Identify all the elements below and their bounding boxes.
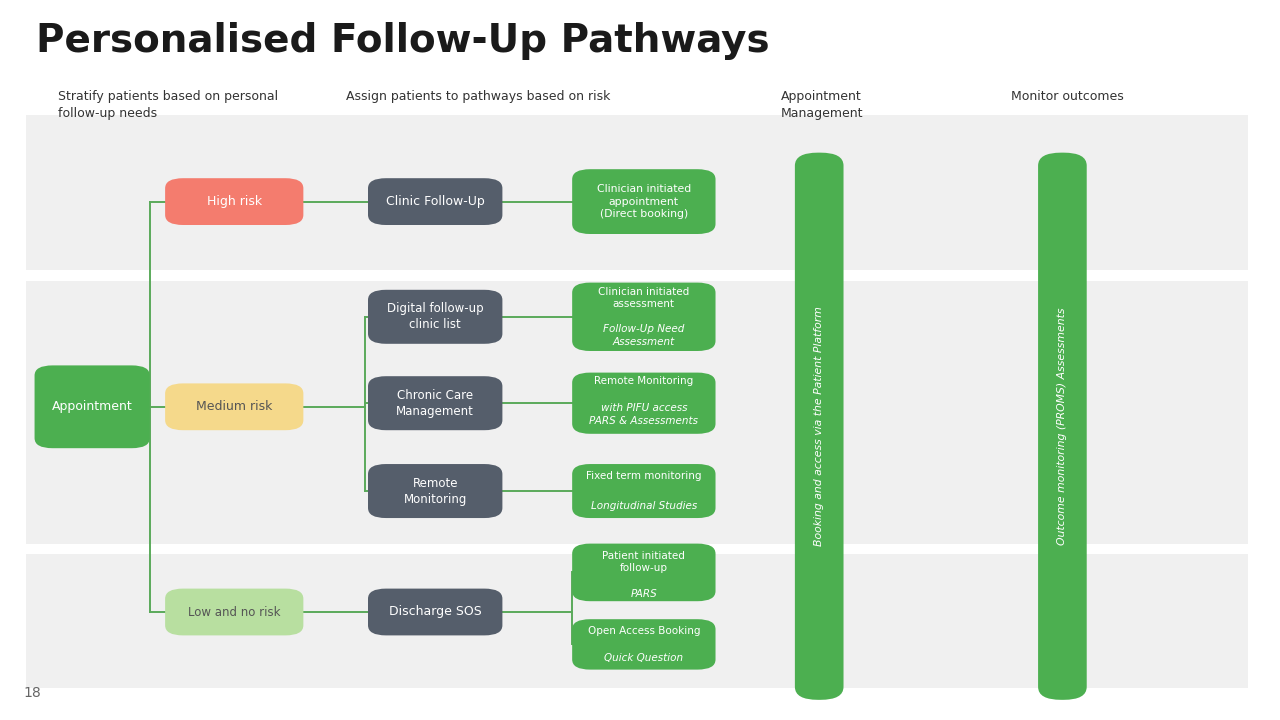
Text: Chronic Care
Management: Chronic Care Management (397, 389, 474, 418)
Text: with PIFU access
PARS & Assessments: with PIFU access PARS & Assessments (589, 403, 699, 426)
Text: Outcome monitoring (PROMS) Assessments: Outcome monitoring (PROMS) Assessments (1057, 307, 1068, 545)
FancyBboxPatch shape (572, 282, 716, 351)
FancyBboxPatch shape (795, 153, 844, 700)
FancyBboxPatch shape (369, 589, 503, 636)
Text: Low and no risk: Low and no risk (188, 606, 280, 618)
Bar (26, 554, 1248, 688)
FancyBboxPatch shape (369, 464, 503, 518)
Text: Remote
Monitoring: Remote Monitoring (403, 477, 467, 505)
Text: Clinician initiated
assessment: Clinician initiated assessment (598, 287, 690, 309)
Text: Open Access Booking: Open Access Booking (588, 626, 700, 636)
FancyBboxPatch shape (572, 619, 716, 670)
Text: Patient initiated
follow-up: Patient initiated follow-up (603, 551, 685, 573)
Bar (26, 115, 1248, 270)
FancyBboxPatch shape (369, 179, 503, 225)
Text: Discharge SOS: Discharge SOS (389, 606, 481, 618)
FancyBboxPatch shape (572, 169, 716, 234)
FancyBboxPatch shape (572, 544, 716, 601)
Text: Personalised Follow-Up Pathways: Personalised Follow-Up Pathways (36, 22, 769, 60)
Text: Fixed term monitoring: Fixed term monitoring (586, 471, 701, 481)
FancyBboxPatch shape (165, 384, 303, 431)
Text: Clinic Follow-Up: Clinic Follow-Up (385, 195, 485, 208)
Bar (26, 281, 1248, 544)
Text: Quick Question: Quick Question (604, 653, 684, 663)
Text: Stratify patients based on personal
follow-up needs: Stratify patients based on personal foll… (58, 90, 278, 120)
Text: PARS: PARS (631, 588, 657, 598)
FancyBboxPatch shape (572, 464, 716, 518)
Text: Clinician initiated
appointment
(Direct booking): Clinician initiated appointment (Direct … (596, 184, 691, 219)
Text: Booking and access via the Patient Platform: Booking and access via the Patient Platf… (814, 306, 824, 546)
FancyBboxPatch shape (369, 290, 503, 344)
Text: Digital follow-up
clinic list: Digital follow-up clinic list (387, 302, 484, 331)
Text: Monitor outcomes: Monitor outcomes (1011, 90, 1124, 103)
Text: Remote Monitoring: Remote Monitoring (594, 376, 694, 386)
Text: Longitudinal Studies: Longitudinal Studies (590, 501, 698, 511)
FancyBboxPatch shape (369, 376, 503, 431)
FancyBboxPatch shape (165, 589, 303, 636)
Text: Assign patients to pathways based on risk: Assign patients to pathways based on ris… (346, 90, 611, 103)
Text: Follow-Up Need
Assessment: Follow-Up Need Assessment (603, 325, 685, 347)
FancyBboxPatch shape (1038, 153, 1087, 700)
FancyBboxPatch shape (35, 366, 150, 448)
Text: Medium risk: Medium risk (196, 400, 273, 413)
Text: Appointment
Management: Appointment Management (781, 90, 863, 120)
Text: 18: 18 (23, 686, 41, 700)
Text: High risk: High risk (206, 195, 262, 208)
FancyBboxPatch shape (572, 373, 716, 433)
FancyBboxPatch shape (165, 179, 303, 225)
Text: Appointment: Appointment (51, 400, 133, 413)
